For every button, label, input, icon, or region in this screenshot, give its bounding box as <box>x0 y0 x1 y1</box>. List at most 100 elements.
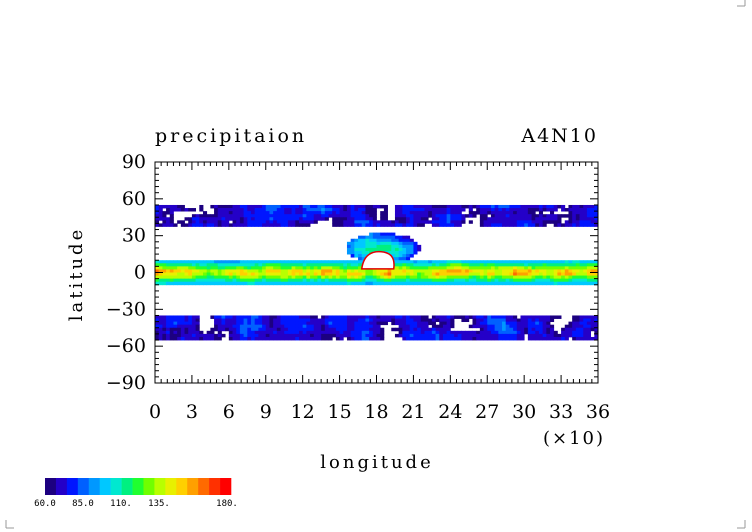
field-cell <box>494 315 499 319</box>
field-cell <box>306 333 311 338</box>
field-cell <box>280 263 285 267</box>
field-cell <box>361 324 366 329</box>
field-cell <box>280 214 285 218</box>
field-cell <box>531 266 536 270</box>
field-cell <box>265 315 270 319</box>
field-cell <box>302 260 307 264</box>
field-cell <box>420 318 425 323</box>
field-cell <box>398 324 403 329</box>
field-cell <box>210 266 215 270</box>
field-cell <box>468 211 473 215</box>
field-cell <box>568 275 573 280</box>
field-cell <box>332 217 337 221</box>
field-cell <box>450 275 455 280</box>
field-cell <box>502 330 507 335</box>
field-cell <box>206 263 211 267</box>
field-cell <box>291 217 296 221</box>
field-cell <box>166 269 171 273</box>
field-cell <box>575 272 580 276</box>
field-cell <box>590 223 595 227</box>
field-cell <box>450 263 455 267</box>
field-cell <box>232 204 237 209</box>
field-cell <box>155 275 160 280</box>
field-cell <box>476 269 481 273</box>
field-cell <box>442 278 448 283</box>
field-cell <box>579 263 584 267</box>
field-cell <box>461 272 466 276</box>
field-cell <box>284 260 289 264</box>
field-cell <box>490 208 496 212</box>
field-cell <box>210 260 215 264</box>
field-cell <box>298 327 304 332</box>
field-cell <box>276 223 281 227</box>
field-cell <box>317 266 322 270</box>
field-cell <box>398 315 403 319</box>
field-cell <box>273 260 278 264</box>
field-cell <box>335 272 340 276</box>
field-cell <box>450 208 455 212</box>
field-cell <box>265 324 270 329</box>
field-cell <box>413 281 418 286</box>
field-cell <box>505 223 510 227</box>
field-cell <box>476 278 481 283</box>
field-cell <box>398 244 403 249</box>
field-cell <box>479 208 484 212</box>
field-cell <box>594 333 599 338</box>
field-cell <box>236 217 241 221</box>
field-cell <box>487 217 492 221</box>
field-cell <box>513 269 518 273</box>
field-cell <box>295 327 300 332</box>
field-cell <box>435 315 440 319</box>
field-cell <box>394 327 400 332</box>
field-cell <box>531 324 536 329</box>
field-cell <box>446 272 451 276</box>
field-cell <box>594 263 599 267</box>
field-cell <box>406 318 411 323</box>
field-cell <box>343 327 348 332</box>
field-cell <box>446 260 451 264</box>
field-cell <box>287 214 292 218</box>
field-cell <box>439 223 444 227</box>
field-cell <box>280 272 285 276</box>
field-cell <box>402 211 407 215</box>
field-cell <box>561 208 566 212</box>
field-cell <box>494 324 499 329</box>
field-cell <box>180 266 185 270</box>
field-cell <box>372 220 377 224</box>
field-cell <box>446 275 451 280</box>
field-cell <box>162 217 167 221</box>
field-cell <box>228 333 233 338</box>
field-cell <box>557 223 562 227</box>
field-cell <box>505 204 510 209</box>
field-cell <box>180 321 185 326</box>
field-cell <box>262 327 267 332</box>
field-cell <box>380 333 385 338</box>
field-cell <box>306 281 311 286</box>
field-cell <box>269 217 274 221</box>
field-cell <box>173 333 178 338</box>
field-cell <box>166 318 171 323</box>
field-cell <box>350 315 355 319</box>
field-cell <box>524 217 529 221</box>
field-cell <box>310 263 315 267</box>
field-cell <box>221 327 226 332</box>
field-cell <box>173 260 178 264</box>
field-cell <box>550 214 555 218</box>
field-cell <box>287 220 292 224</box>
field-cell <box>557 220 562 224</box>
field-cell <box>302 315 307 319</box>
field-cell <box>538 217 544 221</box>
field-cell <box>513 260 518 264</box>
field-cell <box>291 281 296 286</box>
field-cell <box>310 275 315 280</box>
field-cell <box>431 321 436 326</box>
field-cell <box>575 214 580 218</box>
field-cell <box>358 247 363 252</box>
field-cell <box>265 263 270 267</box>
field-cell <box>413 315 418 319</box>
field-cell <box>564 275 569 280</box>
field-cell <box>435 327 440 332</box>
field-cell <box>575 278 580 283</box>
field-cell <box>262 211 267 215</box>
field-cell <box>199 208 204 212</box>
